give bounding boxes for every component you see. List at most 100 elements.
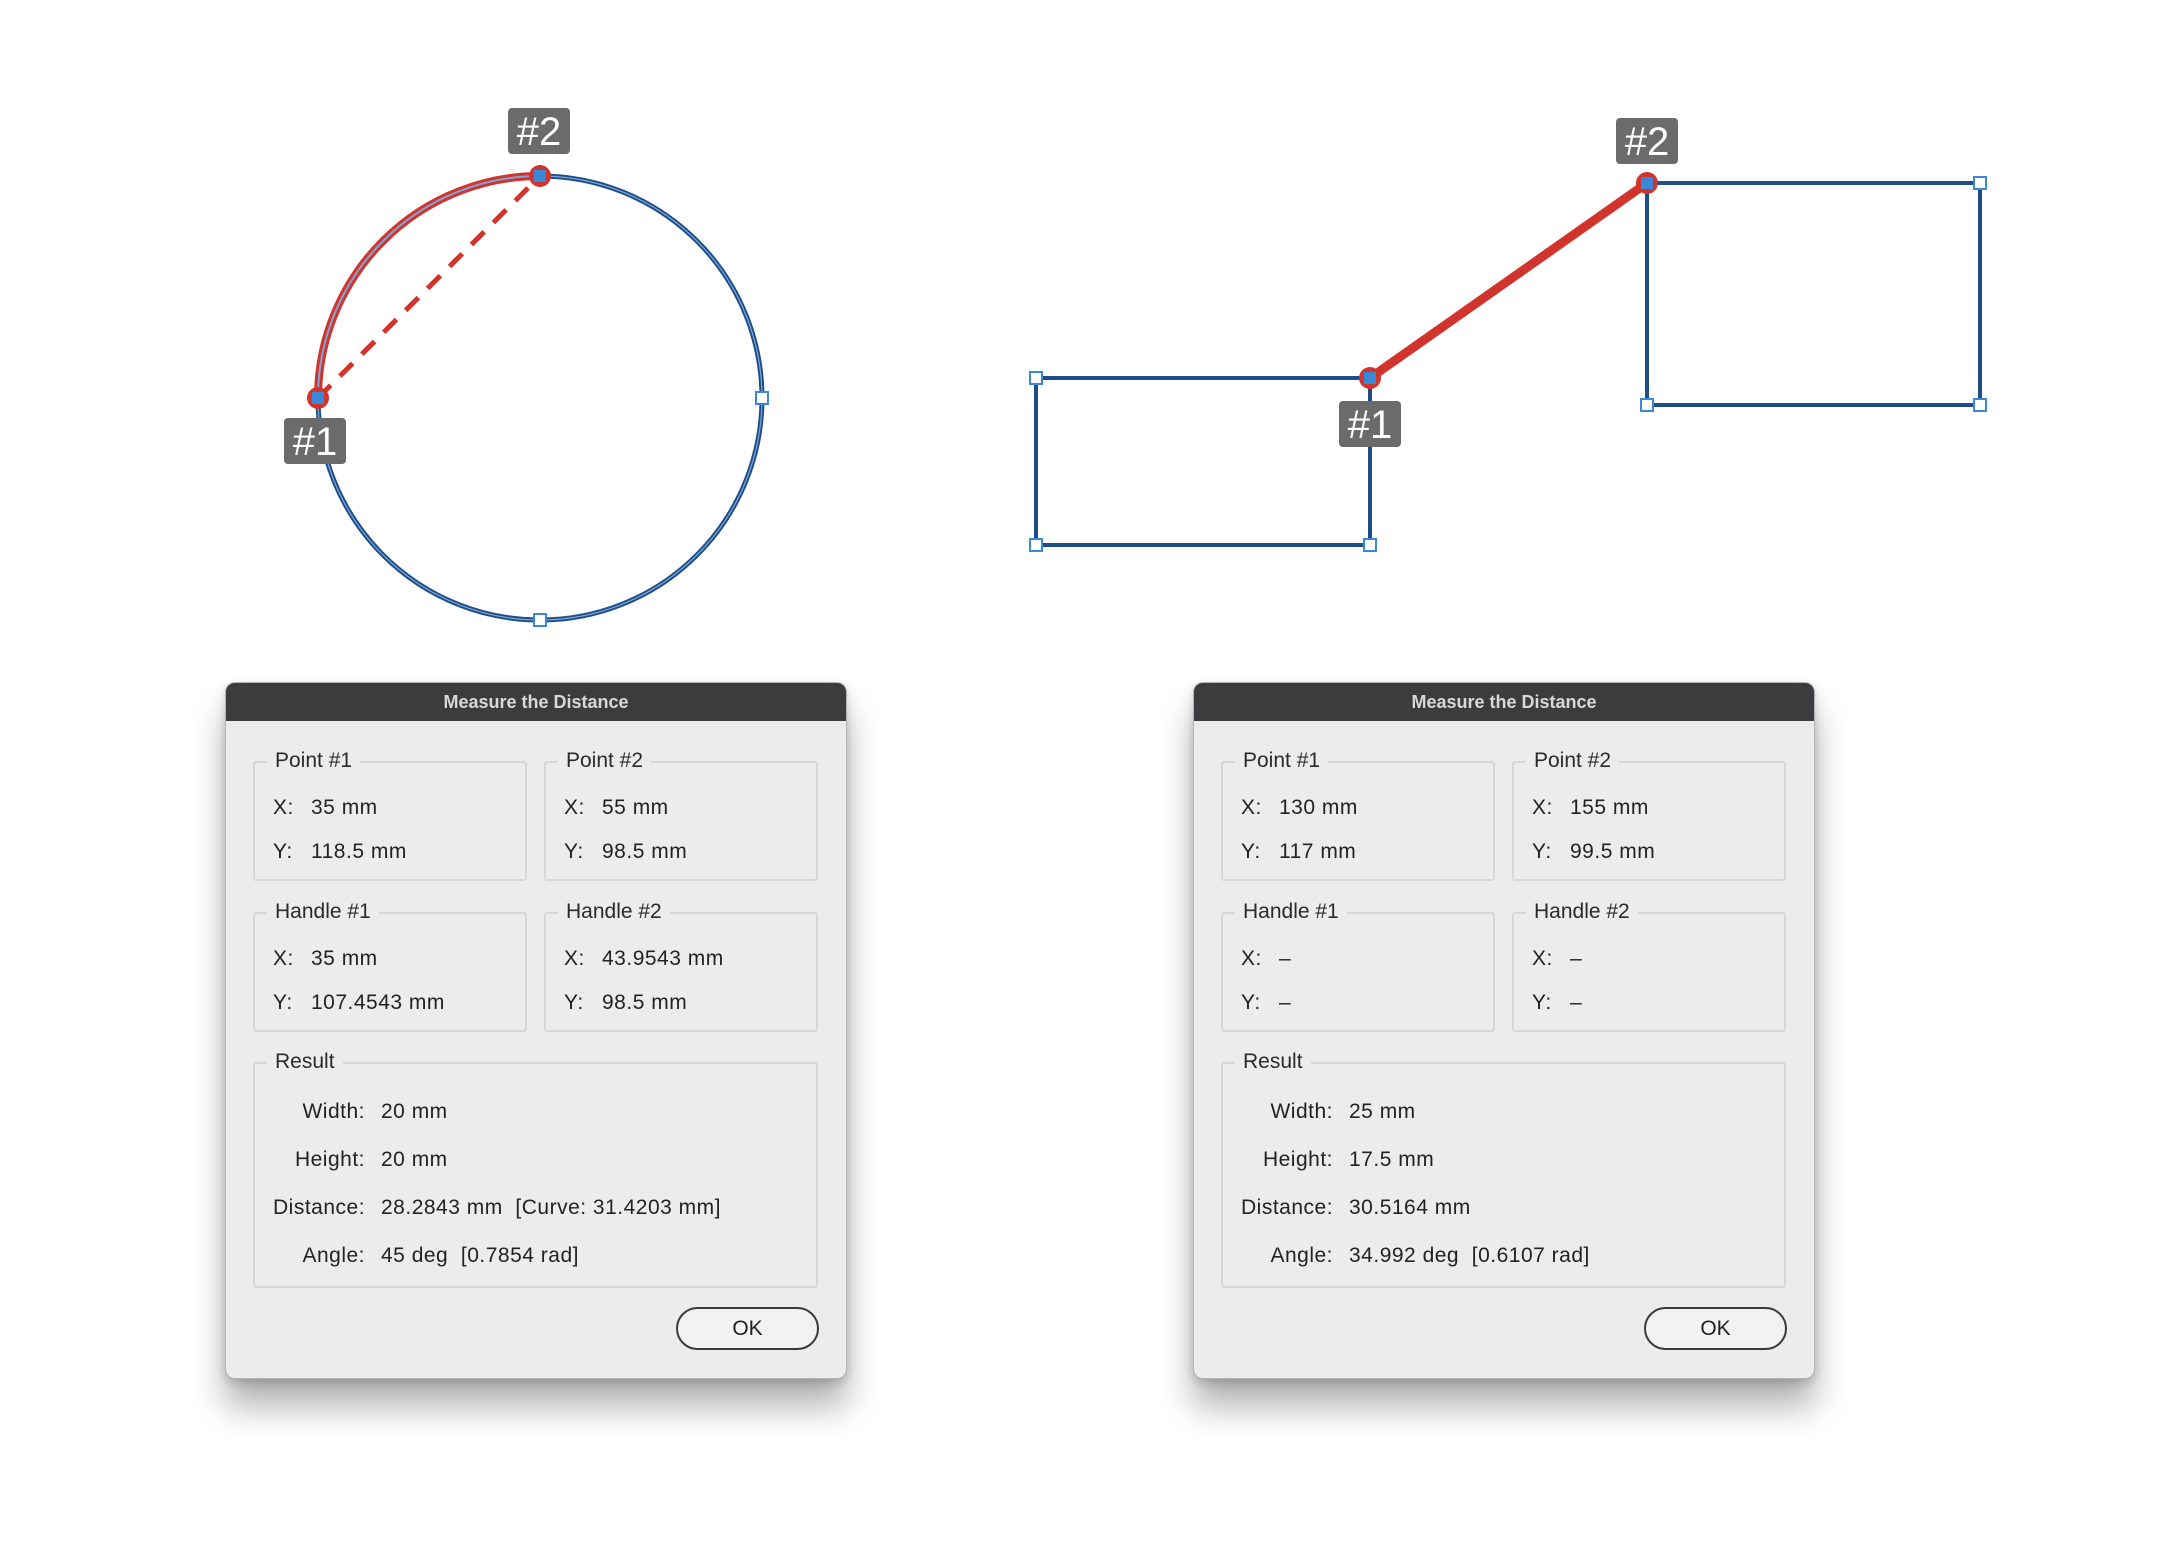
svg-text:#2: #2 — [1625, 120, 1670, 164]
point-1-tag: #1 — [1339, 401, 1401, 447]
y-label: Y: — [1241, 991, 1261, 1014]
point-1-group: Point #1 X: 130 mm Y: 117 mm — [1221, 748, 1495, 881]
handle-2-group: Handle #2 X: – Y: – — [1512, 899, 1786, 1032]
anchor-handle[interactable] — [1973, 398, 1987, 412]
point-2-group: Point #2 X: 55 mm Y: 98.5 mm — [544, 748, 818, 881]
angle-value: 45 deg [0.7854 rad] — [381, 1244, 579, 1267]
x-row: X: – — [1241, 946, 1291, 972]
ok-button[interactable]: OK — [676, 1307, 819, 1350]
point-1-marker[interactable] — [1359, 367, 1381, 389]
anchor-handle-right[interactable] — [755, 391, 769, 405]
y-label: Y: — [1241, 840, 1261, 863]
angle-row: Angle: 45 deg [0.7854 rad] — [273, 1243, 579, 1269]
rectangle-right[interactable] — [1645, 181, 1982, 407]
y-label: Y: — [564, 840, 584, 863]
y-row: Y: 98.5 mm — [564, 990, 687, 1016]
x-value: 55 mm — [602, 796, 669, 819]
point-2-tag: #2 — [1616, 118, 1678, 164]
x-label: X: — [1532, 947, 1553, 970]
x-label: X: — [1532, 796, 1553, 819]
point-2-marker[interactable] — [529, 165, 551, 187]
width-label: Width: — [1270, 1100, 1333, 1123]
x-value: 35 mm — [311, 947, 378, 970]
angle-value: 34.992 deg [0.6107 rad] — [1349, 1244, 1590, 1267]
measure-distance-dialog: Measure the Distance Point #1 X: 130 mm Y… — [1193, 682, 1815, 1379]
point-1-marker[interactable] — [307, 387, 329, 409]
point-1-group: Point #1 X: 35 mm Y: 118.5 mm — [253, 748, 527, 881]
dialog-title: Measure the Distance — [1194, 683, 1814, 721]
svg-text:#2: #2 — [517, 110, 562, 154]
x-label: X: — [273, 796, 294, 819]
height-row: Height: 20 mm — [273, 1147, 448, 1173]
y-value: 98.5 mm — [602, 991, 688, 1014]
angle-row: Angle: 34.992 deg [0.6107 rad] — [1241, 1243, 1590, 1269]
y-label: Y: — [1532, 840, 1552, 863]
angle-label: Angle: — [302, 1244, 365, 1267]
y-label: Y: — [273, 991, 293, 1014]
x-row: X: 55 mm — [564, 795, 669, 821]
group-legend: Result — [267, 1049, 343, 1075]
group-legend: Point #2 — [558, 748, 652, 774]
width-label: Width: — [302, 1100, 365, 1123]
x-label: X: — [1241, 947, 1262, 970]
height-row: Height: 17.5 mm — [1241, 1147, 1434, 1173]
distance-label: Distance: — [273, 1196, 366, 1219]
x-label: X: — [1241, 796, 1262, 819]
x-label: X: — [564, 947, 585, 970]
x-row: X: 155 mm — [1532, 795, 1649, 821]
svg-text:#1: #1 — [1348, 403, 1393, 447]
anchor-handle[interactable] — [1029, 371, 1043, 385]
anchor-handle-bottom[interactable] — [533, 613, 547, 627]
y-row: Y: – — [1241, 990, 1291, 1016]
group-legend: Handle #2 — [1526, 899, 1638, 925]
y-value: 98.5 mm — [602, 840, 688, 863]
y-value: – — [1570, 991, 1583, 1014]
distance-value: 28.2843 mm [Curve: 31.4203 mm] — [381, 1196, 721, 1219]
width-row: Width: 25 mm — [1241, 1099, 1416, 1125]
anchor-handle[interactable] — [1363, 538, 1377, 552]
distance-value: 30.5164 mm — [1349, 1196, 1471, 1219]
height-value: 20 mm — [381, 1148, 448, 1171]
rectangles-example: #1 #2 — [1029, 118, 1987, 552]
x-label: X: — [273, 947, 294, 970]
y-row: Y: 98.5 mm — [564, 839, 687, 865]
ok-button[interactable]: OK — [1644, 1307, 1787, 1350]
y-value: 107.4543 mm — [311, 991, 445, 1014]
group-legend: Point #1 — [1235, 748, 1329, 774]
height-label: Height: — [294, 1148, 365, 1171]
width-row: Width: 20 mm — [273, 1099, 448, 1125]
y-row: Y: – — [1532, 990, 1582, 1016]
anchor-handle[interactable] — [1029, 538, 1043, 552]
x-label: X: — [564, 796, 585, 819]
width-value: 25 mm — [1349, 1100, 1416, 1123]
x-value: 130 mm — [1279, 796, 1358, 819]
y-value: 99.5 mm — [1570, 840, 1656, 863]
group-legend: Result — [1235, 1049, 1311, 1075]
handle-2-group: Handle #2 X: 43.9543 mm Y: 98.5 mm — [544, 899, 818, 1032]
group-legend: Handle #1 — [1235, 899, 1347, 925]
point-2-marker[interactable] — [1636, 172, 1658, 194]
point-2-group: Point #2 X: 155 mm Y: 99.5 mm — [1512, 748, 1786, 881]
y-label: Y: — [273, 840, 293, 863]
group-legend: Handle #1 — [267, 899, 379, 925]
x-value: – — [1279, 947, 1292, 970]
height-value: 17.5 mm — [1349, 1148, 1435, 1171]
distance-row: Distance: 30.5164 mm — [1241, 1195, 1471, 1221]
y-row: Y: 107.4543 mm — [273, 990, 445, 1016]
y-label: Y: — [1532, 991, 1552, 1014]
measured-line — [1367, 179, 1650, 382]
result-group: Result Width: 20 mm Height: 20 mm Distance… — [253, 1049, 818, 1288]
circle-example: #1 #2 — [284, 108, 769, 627]
width-value: 20 mm — [381, 1100, 448, 1123]
y-row: Y: 99.5 mm — [1532, 839, 1655, 865]
x-value: – — [1570, 947, 1583, 970]
y-row: Y: 118.5 mm — [273, 839, 407, 865]
angle-label: Angle: — [1270, 1244, 1333, 1267]
rectangle-left[interactable] — [1034, 376, 1372, 547]
x-value: 35 mm — [311, 796, 378, 819]
anchor-handle[interactable] — [1640, 398, 1654, 412]
anchor-handle[interactable] — [1973, 176, 1987, 190]
x-value: 43.9543 mm — [602, 947, 724, 970]
distance-label: Distance: — [1241, 1196, 1334, 1219]
distance-row: Distance: 28.2843 mm [Curve: 31.4203 mm] — [273, 1195, 721, 1221]
